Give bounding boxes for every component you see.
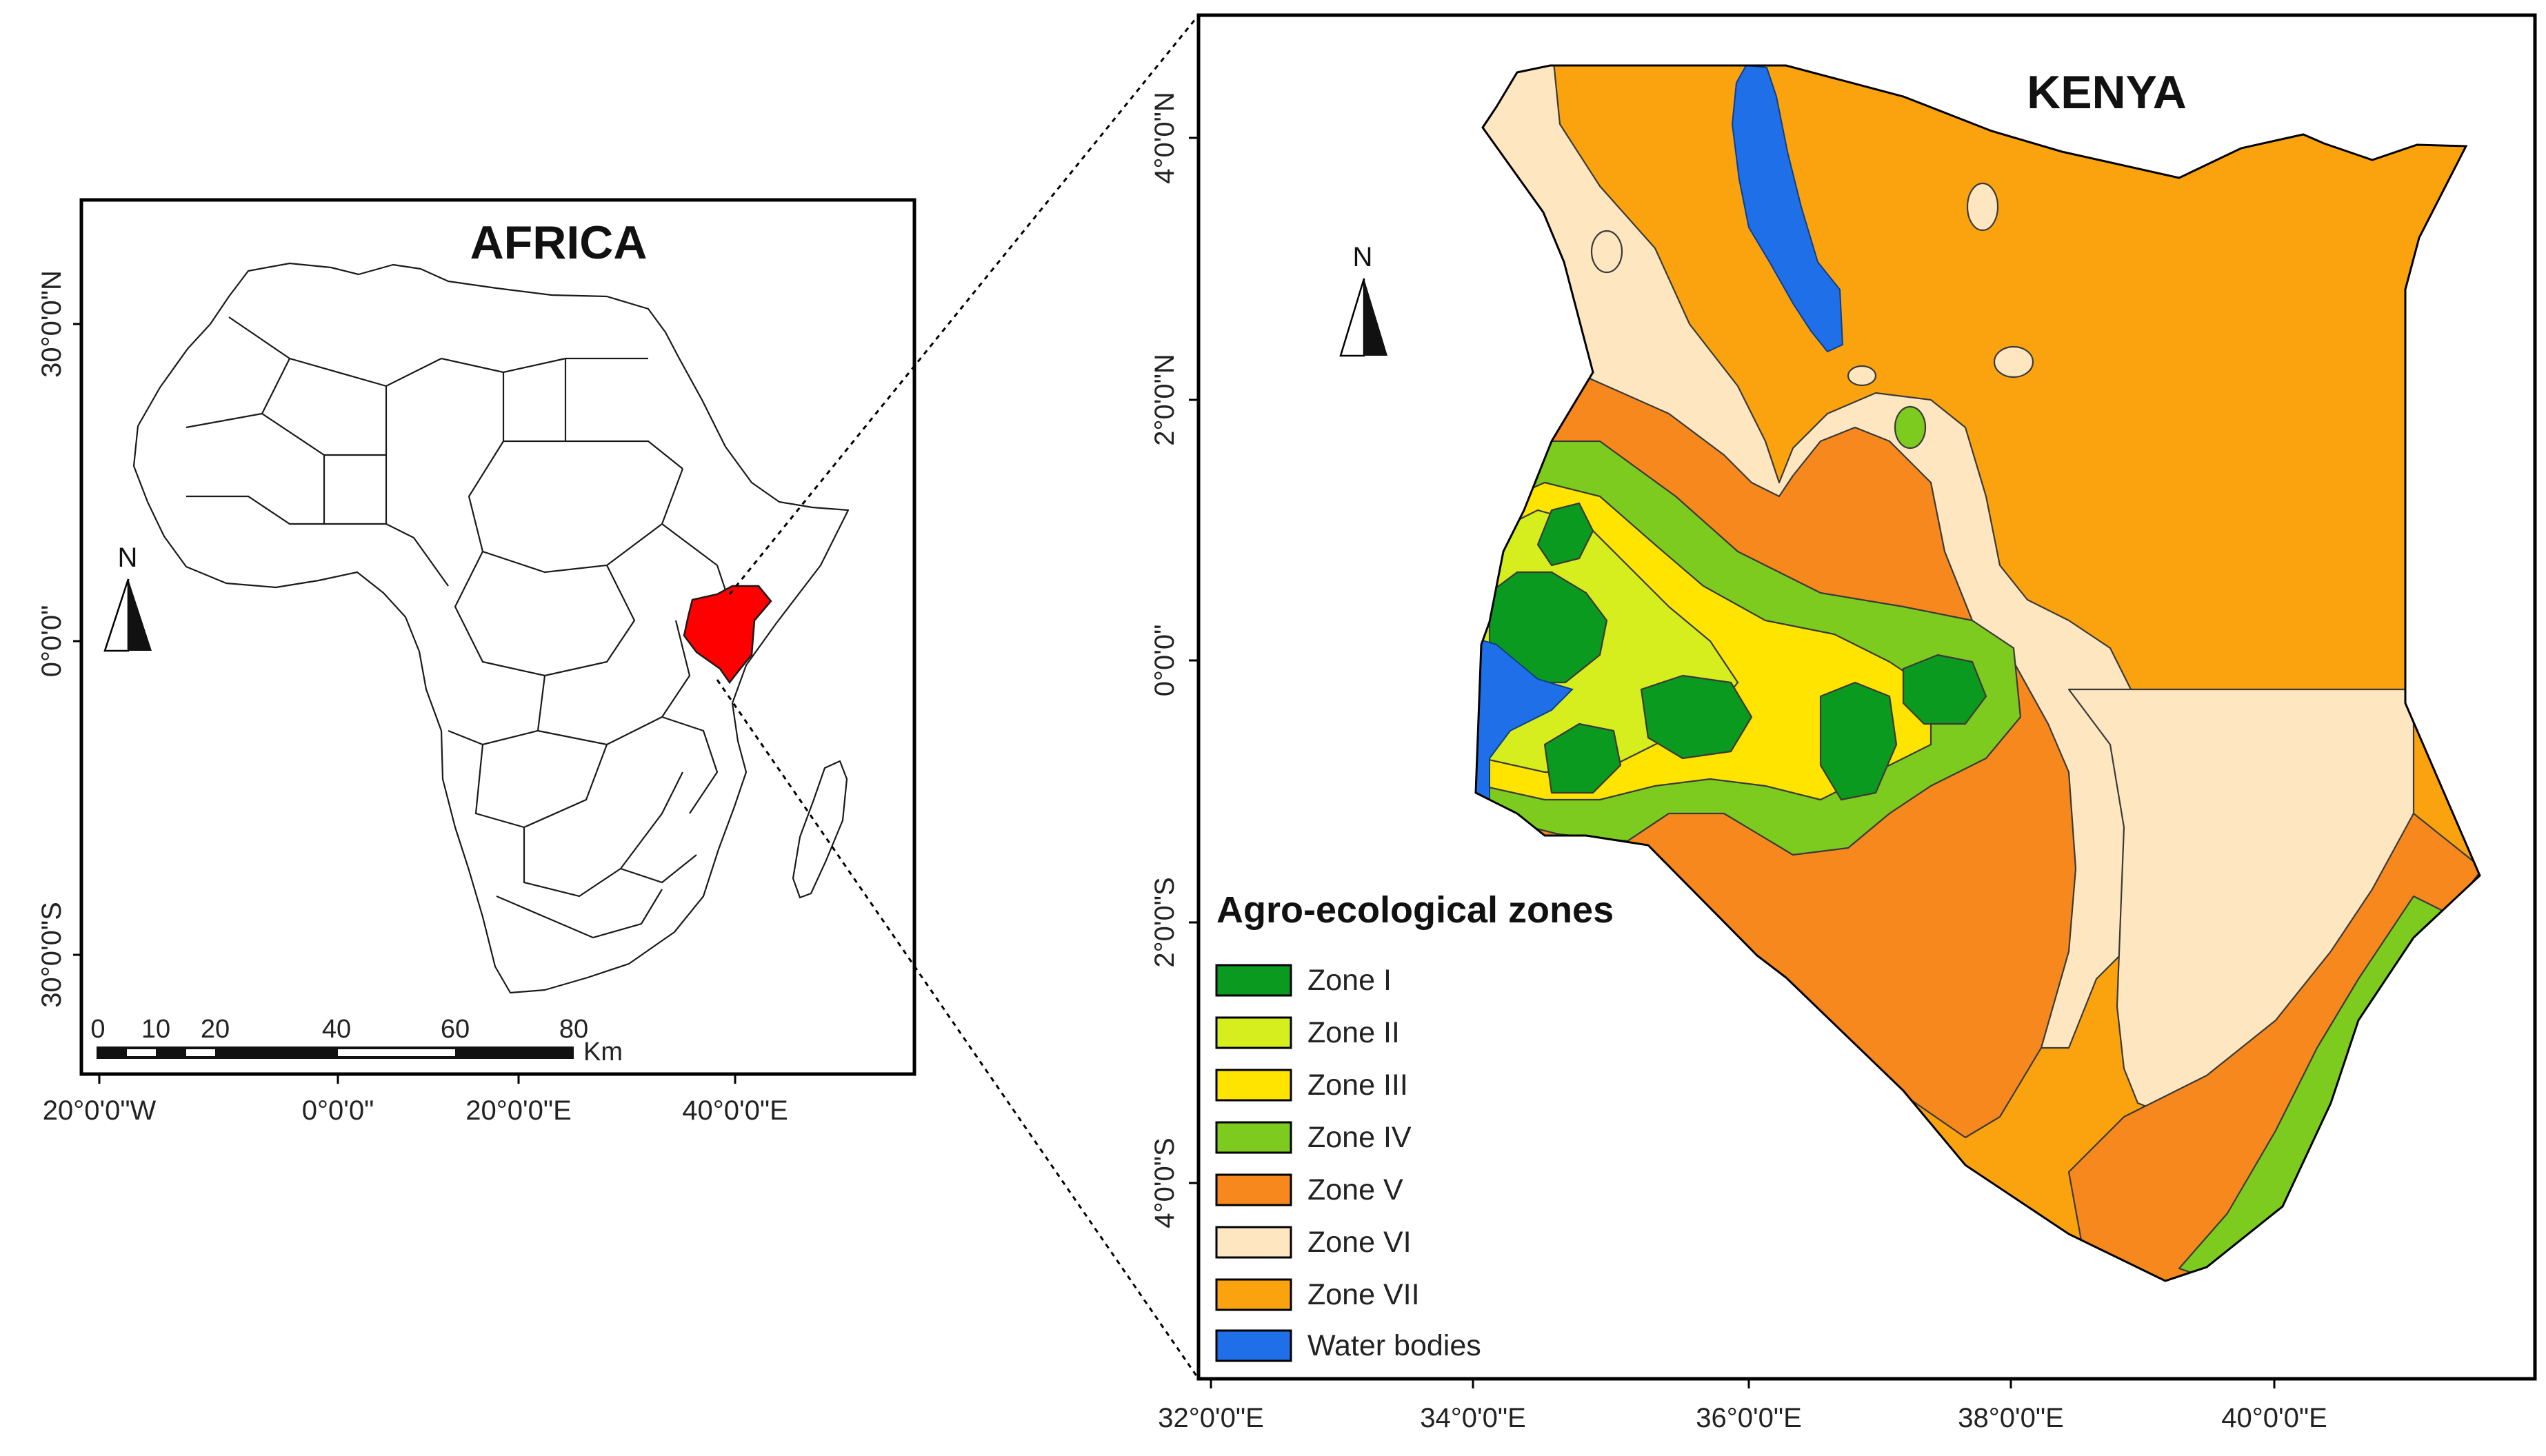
scale-label-0: 0 xyxy=(90,1015,105,1044)
svg-text:N: N xyxy=(1353,242,1373,272)
africa-map-title: AFRICA xyxy=(470,216,648,269)
zone-i-patch-6 xyxy=(1902,654,1987,725)
legend-item: Zone VII xyxy=(1215,1278,1420,1311)
kenya-lon-label-38e: 38°0'0"E xyxy=(1958,1403,2064,1433)
africa-lon-label-40e: 40°0'0"E xyxy=(682,1095,788,1126)
kenya-lat-ticks xyxy=(1189,136,1199,1184)
kenya-lon-label-32e: 32°0'0"E xyxy=(1158,1403,1264,1433)
legend-swatch-water-bodies xyxy=(1215,1329,1292,1362)
kenya-lat-label-4s: 4°0'0"S xyxy=(1150,1138,1180,1228)
zone-vi-north-patch-4 xyxy=(1590,230,1623,274)
africa-lat-ticks xyxy=(73,323,81,956)
kenya-lon-label-34e: 34°0'0"E xyxy=(1420,1403,1526,1433)
legend-swatch-zone-iii xyxy=(1215,1069,1292,1102)
legend-item: Zone VI xyxy=(1215,1226,1412,1259)
scale-unit: Km xyxy=(583,1038,623,1066)
legend-label-water-bodies: Water bodies xyxy=(1307,1329,1481,1362)
legend-item: Zone IV xyxy=(1215,1121,1412,1154)
kenya-north-arrow-icon: N xyxy=(1339,242,1387,357)
legend-swatch-zone-v xyxy=(1215,1173,1292,1206)
legend-label-zone-vii: Zone VII xyxy=(1307,1278,1420,1311)
scale-label-20: 20 xyxy=(201,1015,230,1044)
legend-label-zone-v: Zone V xyxy=(1307,1173,1403,1206)
legend-label-zone-vi: Zone VI xyxy=(1307,1226,1412,1259)
africa-lon-label-0: 0°0'0" xyxy=(302,1095,374,1126)
legend-title: Agro-ecological zones xyxy=(1216,889,1614,931)
zone-i-patch-3 xyxy=(1543,722,1622,794)
zone-vi-north-patch-2 xyxy=(1847,365,1877,387)
legend-item: Zone V xyxy=(1215,1173,1403,1206)
africa-inset-map: 30°0'0"N 0°0'0" 30°0'0"S 20°0'0"W 0°0'0"… xyxy=(37,198,916,1126)
legend-item: Water bodies xyxy=(1215,1329,1481,1362)
kenya-lon-label-40e: 40°0'0"E xyxy=(2221,1403,2327,1433)
kenya-lat-label-2n: 2°0'0"N xyxy=(1150,354,1180,445)
kenya-map-title: KENYA xyxy=(2027,66,2187,119)
legend-item: Zone II xyxy=(1215,1016,1400,1049)
africa-north-arrow-icon: N xyxy=(103,543,152,652)
kenya-lat-label-4n: 4°0'0"N xyxy=(1150,92,1180,183)
africa-lat-label-30n: 30°0'0"N xyxy=(37,270,67,378)
africa-lat-label-30s: 30°0'0"S xyxy=(37,902,67,1008)
africa-continent xyxy=(132,262,850,994)
africa-lon-label-20w: 20°0'0"W xyxy=(43,1095,157,1126)
africa-lat-label-0: 0°0'0" xyxy=(37,605,67,678)
legend-swatch-zone-iv xyxy=(1215,1121,1292,1154)
legend-swatch-zone-i xyxy=(1215,964,1292,997)
africa-lon-label-20e: 20°0'0"E xyxy=(465,1095,572,1126)
zone-iv-north-patch xyxy=(1894,405,1927,449)
legend-swatch-zone-vii xyxy=(1215,1278,1292,1311)
kenya-lat-label-0: 0°0'0" xyxy=(1150,625,1180,697)
kenya-lon-label-36e: 36°0'0"E xyxy=(1696,1403,1802,1433)
scale-label-60: 60 xyxy=(441,1015,470,1044)
legend-label-zone-ii: Zone II xyxy=(1307,1016,1400,1049)
water-lake-turkana xyxy=(1731,64,1844,353)
zoom-leader-lines xyxy=(716,14,1200,1379)
legend: Agro-ecological zones Zone I Zone II Zon… xyxy=(1215,889,1614,1362)
zone-i-patch-4 xyxy=(1640,674,1753,760)
zone-i-patch-2 xyxy=(1536,502,1594,567)
legend-label-zone-i: Zone I xyxy=(1307,964,1392,997)
scale-label-40: 40 xyxy=(322,1015,351,1044)
svg-text:N: N xyxy=(118,543,138,573)
africa-lon-ticks xyxy=(98,1074,736,1084)
legend-label-zone-iii: Zone III xyxy=(1307,1069,1408,1102)
zone-i-patch-5 xyxy=(1819,681,1898,801)
kenya-zones xyxy=(1476,65,2480,1281)
zone-vi-north-patch-3 xyxy=(1966,182,1999,232)
scale-label-10: 10 xyxy=(141,1015,170,1044)
kenya-main-map: KENYA N 4°0'0"N 2°0'0"N 0°0'0" 2°0'0"S 4… xyxy=(1150,13,2537,1433)
africa-country-borders xyxy=(186,316,732,939)
scale-label-80: 80 xyxy=(559,1015,588,1044)
legend-swatch-zone-vi xyxy=(1215,1226,1292,1259)
zone-vi-north-patch-1 xyxy=(1993,345,2034,378)
water-lake-victoria xyxy=(1476,633,1574,800)
madagascar xyxy=(792,760,848,899)
legend-item: Zone I xyxy=(1215,964,1392,997)
legend-label-zone-iv: Zone IV xyxy=(1307,1121,1412,1154)
kenya-border-outline xyxy=(1474,64,2481,1282)
kenya-lat-label-2s: 2°0'0"S xyxy=(1150,877,1180,967)
kenya-lon-ticks xyxy=(1210,1379,2276,1388)
legend-swatch-zone-ii xyxy=(1215,1016,1292,1049)
africa-scale-bar: 0 10 20 40 60 80 Km xyxy=(90,1015,623,1066)
legend-item: Zone III xyxy=(1215,1069,1408,1102)
